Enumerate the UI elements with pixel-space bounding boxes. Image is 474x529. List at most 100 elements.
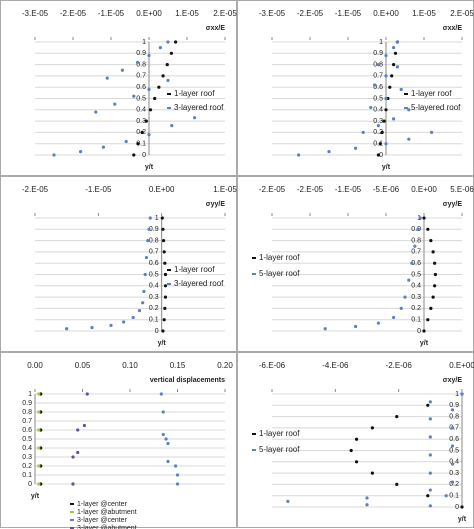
data-point <box>384 53 388 58</box>
x-tick-label: -1.E-05 <box>85 185 112 194</box>
data-point <box>297 153 301 157</box>
y-tick-label: 0 <box>455 504 459 511</box>
x-tick-label: -4.E-06 <box>322 361 349 370</box>
data-point <box>141 301 145 305</box>
data-point <box>413 244 417 248</box>
y-tick-label: 0.4 <box>149 283 159 290</box>
y-tick-label: 0.6 <box>411 260 421 267</box>
x-tick-label: 0.E+00 <box>411 185 437 194</box>
y-tick-label: 0.3 <box>373 118 383 125</box>
y-tick-label: 0.1 <box>136 141 146 148</box>
legend-label: 3-layered roof <box>174 103 224 112</box>
y-tick-label: 0.4 <box>411 283 421 290</box>
data-point <box>373 83 377 87</box>
y-tick-label: 0.3 <box>149 294 159 301</box>
data-point <box>153 96 157 101</box>
data-point <box>165 63 169 67</box>
x-tick-label: 0.E+00 <box>136 9 162 18</box>
legend-label: 1-layer @abutment <box>77 509 137 516</box>
y-tick-label: 0.9 <box>411 226 421 233</box>
data-point <box>426 403 430 407</box>
data-point <box>365 496 369 500</box>
data-point <box>395 40 399 44</box>
x-tick-label: -3.E-05 <box>259 9 286 18</box>
data-point <box>161 432 165 437</box>
y-tick-label: 0.5 <box>411 271 421 278</box>
data-point <box>157 85 161 89</box>
y-tick-label: 0.6 <box>373 84 383 91</box>
data-point <box>174 464 178 468</box>
data-point <box>132 94 136 98</box>
y-axis-label: y/t <box>31 493 40 500</box>
data-point <box>147 87 151 92</box>
data-point <box>431 295 435 299</box>
data-point <box>426 494 430 498</box>
x-tick-label: -1.E-05 <box>335 9 362 18</box>
panel-frame <box>0 176 237 352</box>
data-point <box>450 444 455 448</box>
x-tick-label: 0.E+00 <box>449 361 474 370</box>
data-point <box>388 85 392 89</box>
data-point <box>429 306 433 310</box>
data-point <box>175 473 180 477</box>
data-point <box>384 74 388 78</box>
data-point <box>76 428 80 432</box>
data-point <box>124 139 128 144</box>
x-tick-label: 0.20 <box>217 361 233 370</box>
data-point <box>392 63 396 67</box>
y-tick-label: 0.6 <box>449 436 459 443</box>
y-tick-label: 0.8 <box>149 237 159 244</box>
data-point <box>376 153 380 157</box>
y-tick-label: 0.2 <box>149 305 159 312</box>
y-tick-label: 0.7 <box>136 73 146 80</box>
data-point <box>37 482 41 486</box>
data-point <box>392 315 396 320</box>
data-point <box>450 462 455 466</box>
chart-title: vertical displacements <box>150 377 225 384</box>
data-point <box>384 142 388 146</box>
panel-frame <box>0 0 237 176</box>
data-point <box>162 318 166 322</box>
data-point <box>146 239 150 243</box>
data-point <box>37 446 41 450</box>
data-point <box>148 216 152 220</box>
data-point <box>166 78 170 83</box>
data-point <box>148 108 153 112</box>
data-point <box>137 309 142 313</box>
x-tick-label: 0.10 <box>122 361 138 370</box>
x-tick-label: -2.E-05 <box>259 185 286 194</box>
y-axis-label: y/t <box>158 340 167 347</box>
data-point <box>85 392 89 396</box>
data-point <box>136 60 140 64</box>
y-tick-label: 0.7 <box>411 249 421 256</box>
y-tick-label: 0.7 <box>149 249 159 256</box>
data-point <box>444 494 448 498</box>
y-tick-label: 0.8 <box>136 61 146 68</box>
data-point <box>428 504 432 508</box>
y-tick-label: 0.1 <box>149 317 159 324</box>
data-point <box>52 153 56 157</box>
y-tick-label: 0 <box>142 152 146 159</box>
data-point <box>120 68 124 72</box>
data-point <box>384 108 388 112</box>
y-tick-label: 0.1 <box>22 472 32 479</box>
legend-label: 1-layer roof <box>259 253 300 262</box>
y-tick-label: 1 <box>155 215 159 222</box>
x-tick-label: -2.E-06 <box>386 361 413 370</box>
y-tick-label: 1 <box>142 39 146 46</box>
data-point <box>433 284 437 288</box>
x-tick-label: 5.E-06 <box>450 185 474 194</box>
x-tick-label: -1.E-05 <box>335 185 362 194</box>
y-tick-label: 0.5 <box>449 447 459 454</box>
data-point <box>426 318 430 322</box>
data-point <box>109 323 113 327</box>
x-tick-label: 1.E-05 <box>213 185 237 194</box>
y-axis-label: y/t <box>382 164 391 171</box>
y-tick-label: 0.4 <box>22 445 32 452</box>
data-point <box>144 255 149 260</box>
data-point <box>79 150 83 154</box>
data-point <box>450 480 455 484</box>
legend-label: 1-layer @center <box>77 501 128 508</box>
x-tick-label: -5.E-06 <box>373 185 400 194</box>
